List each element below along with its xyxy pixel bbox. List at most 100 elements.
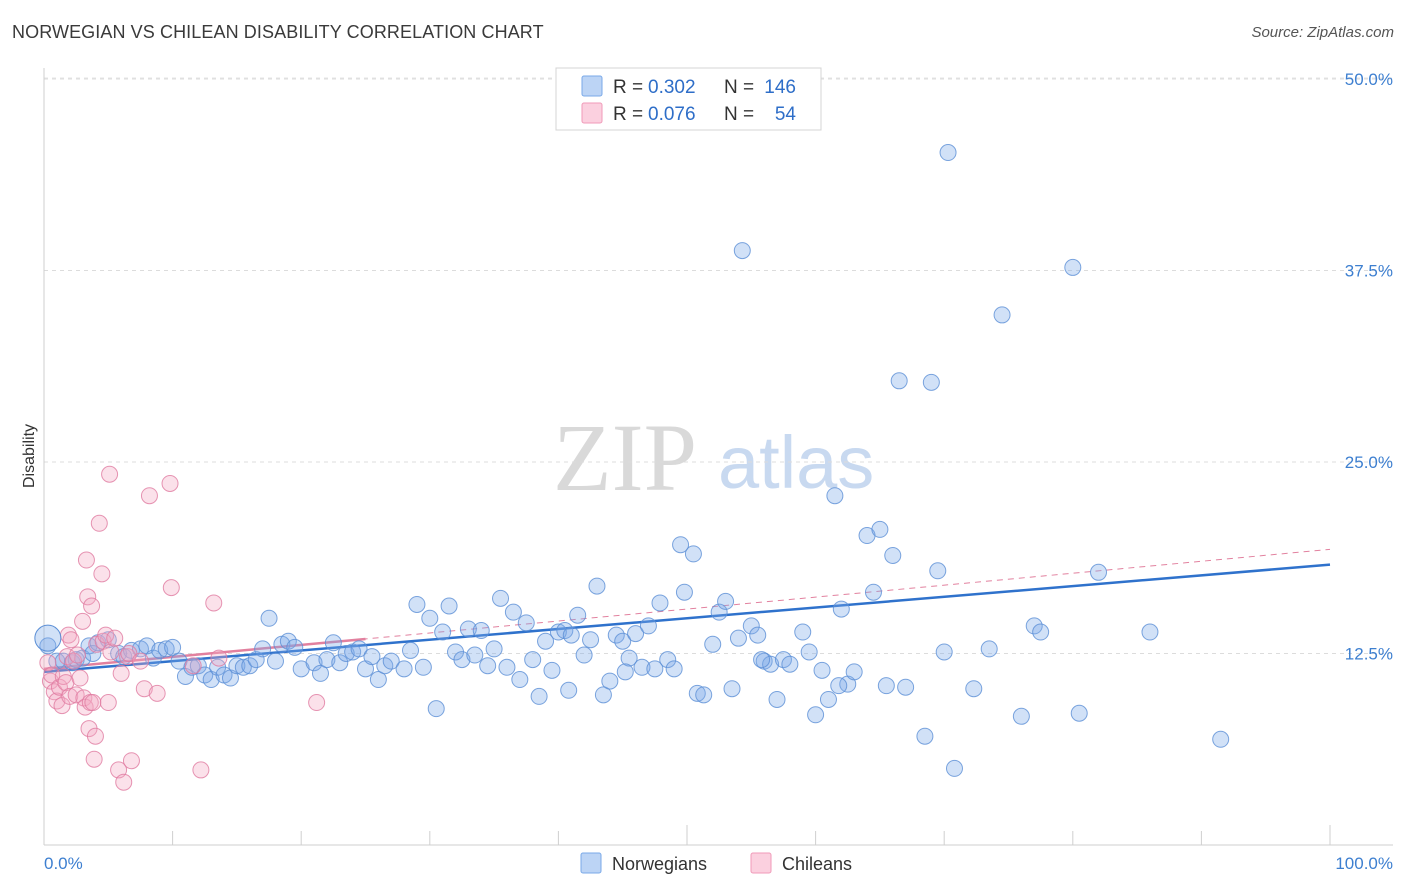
point-norwegians — [688, 684, 706, 702]
point-norwegians — [710, 603, 728, 621]
point-norwegians — [588, 577, 606, 595]
point-norwegians — [279, 632, 297, 650]
point-norwegians — [826, 487, 844, 505]
point-norwegians — [1032, 623, 1050, 641]
point-norwegians — [337, 645, 355, 662]
point-norwegians — [684, 545, 702, 563]
legend-swatch-chileans — [581, 102, 603, 124]
legend-r-value-1: 0.302 — [648, 77, 696, 98]
point-chileans — [135, 680, 153, 698]
point-norwegians — [742, 617, 760, 635]
point-norwegians — [922, 373, 940, 391]
point-norwegians — [651, 594, 669, 612]
point-norwegians — [562, 626, 580, 644]
point-norwegians — [189, 657, 207, 675]
point-norwegians — [492, 589, 510, 607]
point-norwegians — [627, 625, 645, 643]
point-chileans — [308, 694, 326, 712]
point-chileans — [71, 669, 89, 687]
y-tick-label: 25.0% — [1345, 453, 1393, 472]
point-chileans — [140, 487, 158, 505]
point-norwegians — [607, 626, 625, 644]
point-norwegians — [935, 643, 953, 661]
point-norwegians — [830, 677, 848, 695]
legend-r-label-1: R = — [613, 77, 643, 98]
point-norwegians — [768, 690, 786, 708]
legend-swatch-norwegians — [581, 75, 603, 97]
point-norwegians — [695, 686, 713, 704]
point-norwegians — [369, 671, 387, 689]
point-norwegians — [421, 609, 439, 627]
point-norwegians — [511, 671, 529, 689]
point-norwegians — [1070, 704, 1088, 722]
point-norwegians — [324, 634, 342, 652]
point-norwegians — [639, 617, 657, 635]
point-norwegians — [614, 632, 632, 650]
source-label: Source: ZipAtlas.com — [1251, 24, 1394, 41]
point-norwegians — [311, 664, 329, 682]
point-norwegians — [980, 640, 998, 658]
point-norwegians — [749, 626, 767, 644]
legend-n-label-1: N = — [724, 77, 754, 98]
point-norwegians — [395, 660, 413, 678]
point-norwegians — [993, 306, 1011, 324]
point-norwegians — [498, 658, 516, 676]
point-norwegians — [472, 622, 490, 640]
point-norwegians — [228, 657, 246, 675]
point-norwegians — [1141, 623, 1159, 641]
point-norwegians — [753, 651, 771, 669]
point-norwegians — [890, 372, 908, 390]
grid-lines — [44, 77, 1393, 654]
point-norwegians — [929, 562, 947, 580]
point-norwegians — [794, 623, 812, 641]
point-chileans — [84, 694, 102, 712]
point-norwegians — [733, 242, 751, 260]
point-chileans — [210, 649, 228, 667]
point-norwegians — [633, 658, 651, 676]
point-norwegians — [665, 660, 683, 678]
point-norwegians — [517, 614, 535, 632]
point-norwegians — [813, 661, 831, 679]
point-norwegians — [247, 651, 265, 669]
trend-lines — [43, 548, 1331, 674]
axes — [43, 68, 1393, 846]
point-norwegians — [646, 660, 664, 678]
trend-norwegians — [43, 563, 1331, 674]
point-norwegians — [717, 592, 735, 610]
point-norwegians — [729, 629, 747, 647]
point-chileans — [74, 612, 92, 630]
point-norwegians — [459, 620, 477, 638]
point-norwegians — [781, 655, 799, 673]
point-norwegians — [575, 646, 593, 664]
point-norwegians — [524, 651, 542, 669]
point-norwegians — [871, 520, 889, 538]
point-chileans — [99, 694, 117, 712]
series-legend: Norwegians Chileans — [580, 852, 852, 874]
point-chileans — [85, 750, 103, 768]
point-norwegians — [762, 655, 780, 673]
point-norwegians — [537, 632, 555, 650]
point-norwegians — [350, 640, 368, 658]
point-chileans — [184, 657, 202, 675]
point-norwegians — [965, 680, 983, 698]
point-chileans — [131, 652, 149, 670]
point-norwegians — [620, 649, 638, 667]
point-chileans — [106, 629, 124, 647]
point-norwegians — [832, 600, 850, 618]
point-norwegians — [543, 661, 561, 679]
x-tick-label-max: 100.0% — [1335, 854, 1393, 873]
point-norwegians — [582, 631, 600, 649]
point-norwegians — [601, 672, 619, 690]
legend-n-label-2: N = — [724, 104, 754, 125]
point-norwegians — [427, 700, 445, 718]
point-norwegians — [549, 623, 567, 641]
series-legend-norwegians: Norwegians — [612, 854, 707, 874]
point-chileans — [112, 664, 130, 682]
trend-chileans-solid — [43, 637, 366, 671]
point-chileans — [122, 752, 140, 770]
point-chileans — [83, 597, 101, 615]
point-norwegians — [234, 658, 252, 676]
point-norwegians — [594, 686, 612, 704]
watermark-zip: ZIP — [553, 404, 697, 511]
